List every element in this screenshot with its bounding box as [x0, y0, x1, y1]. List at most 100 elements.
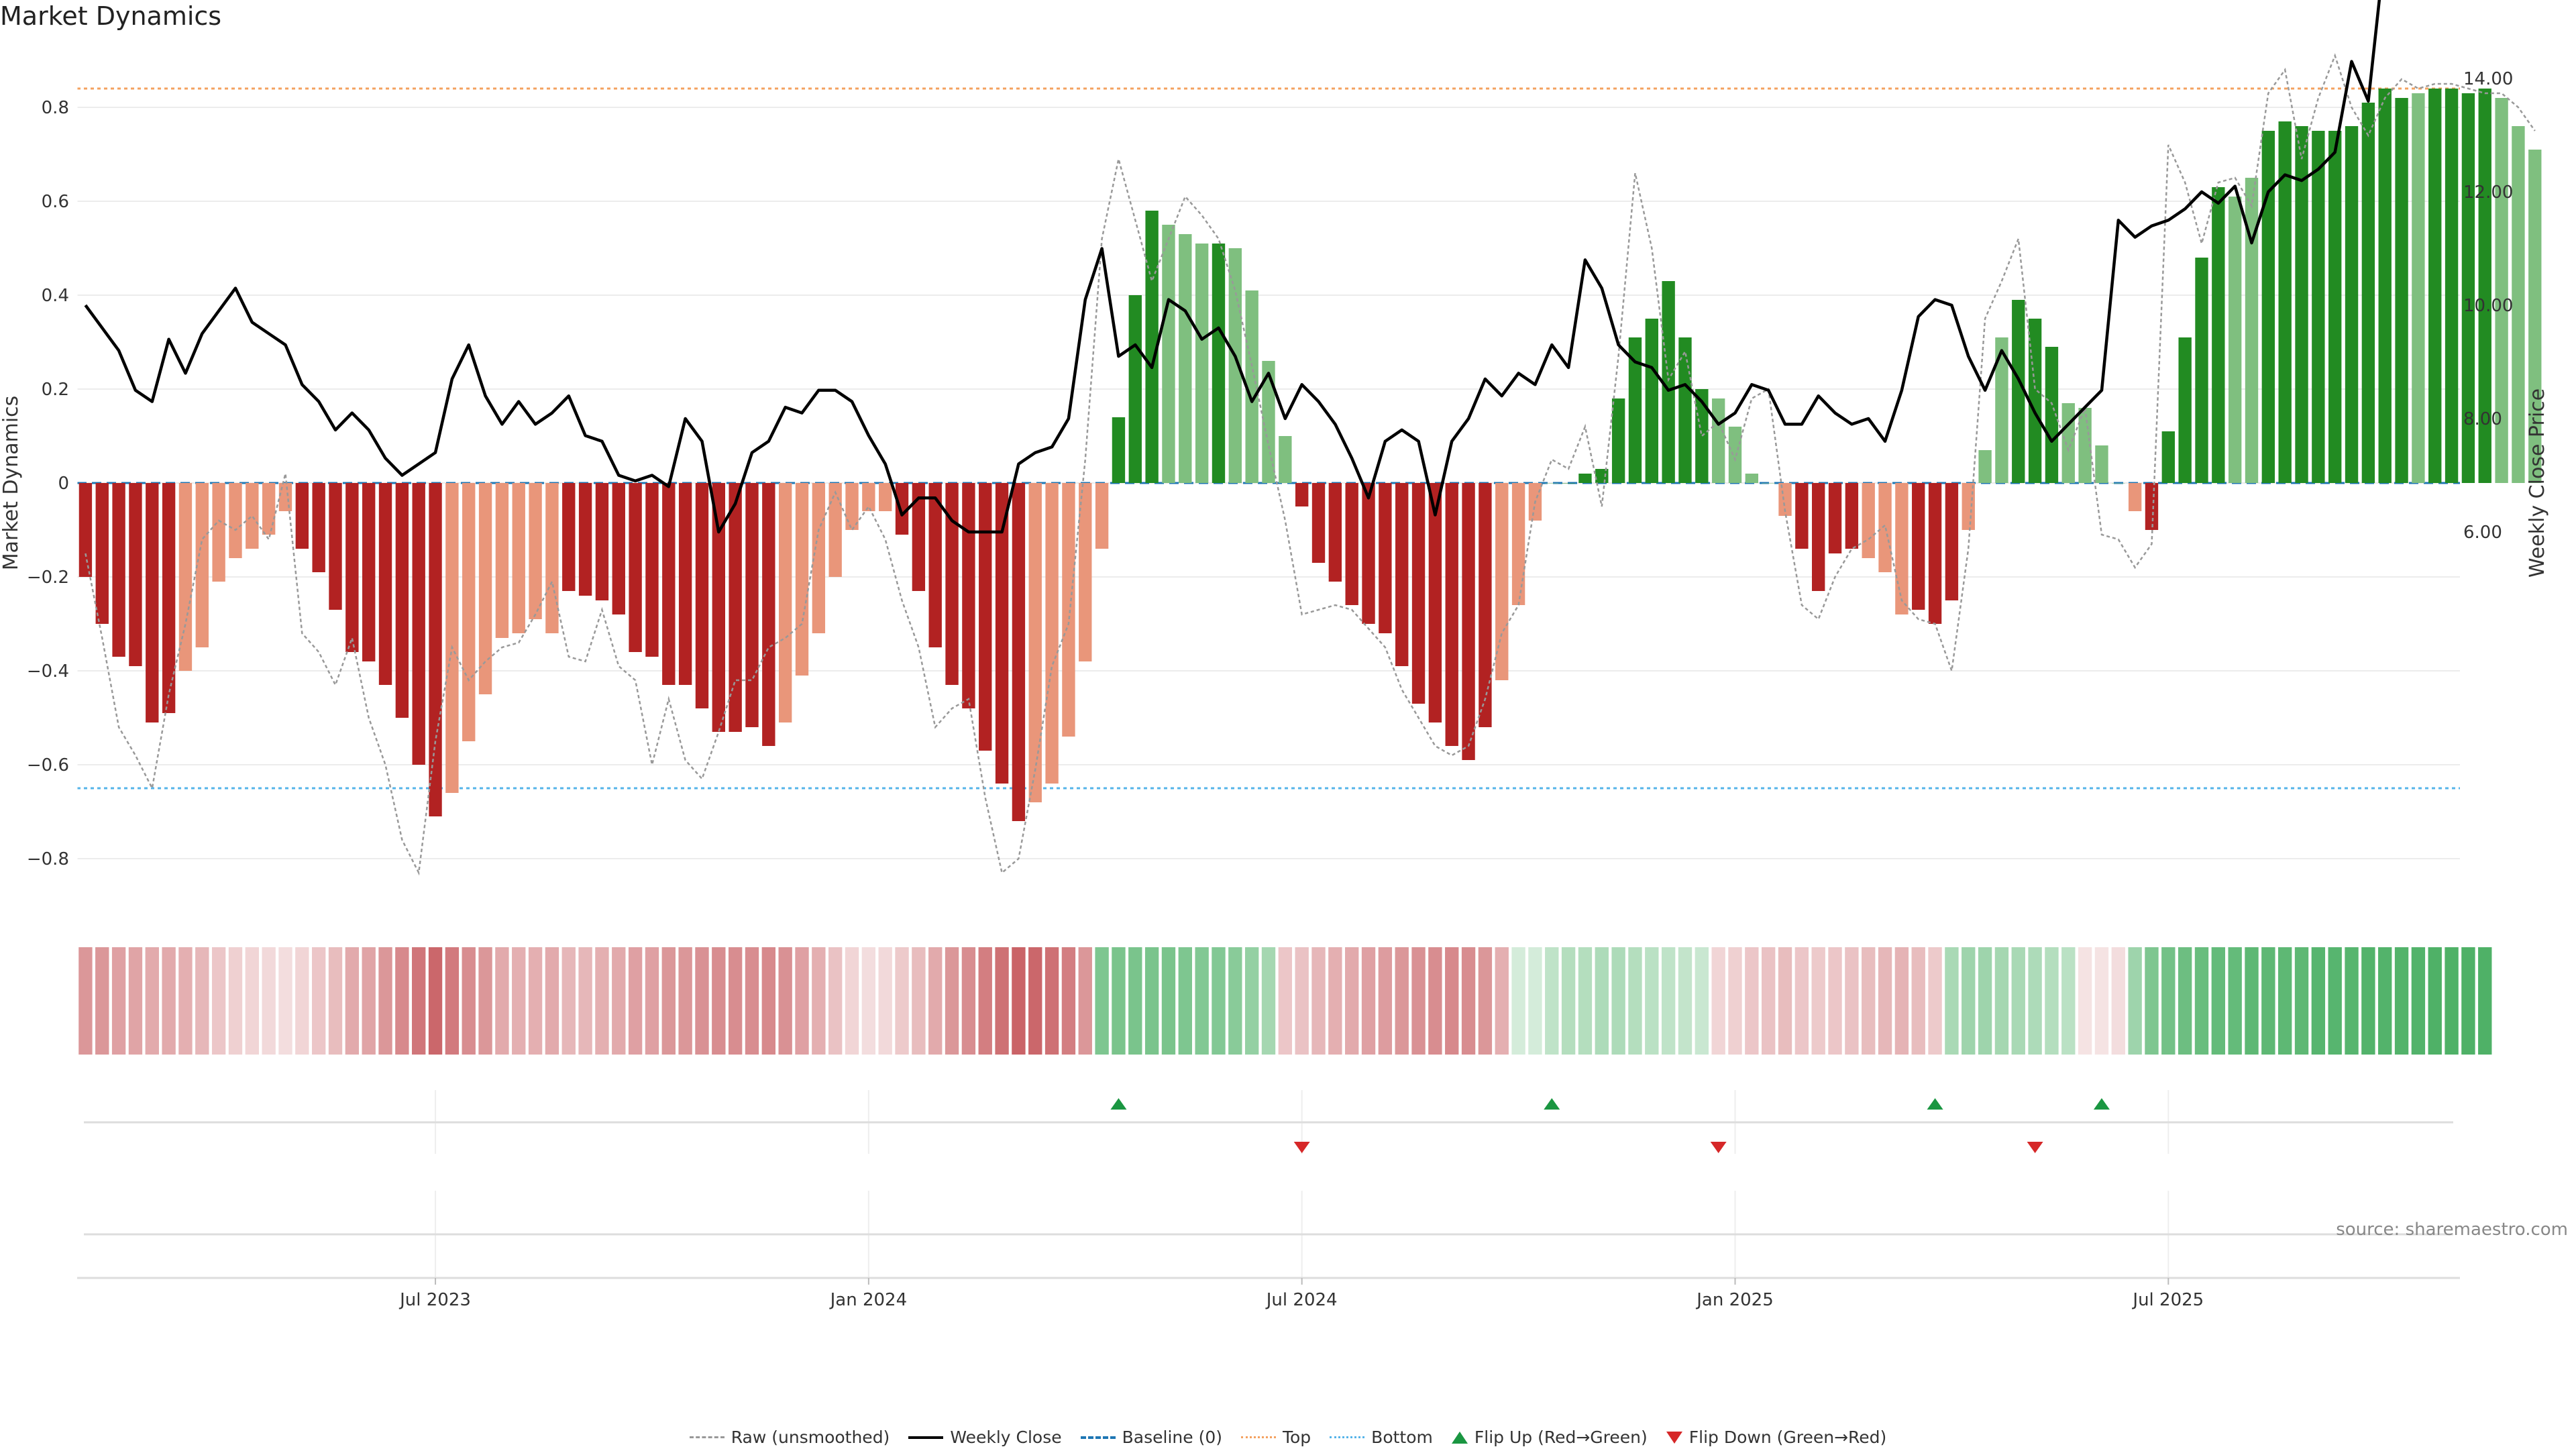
y2-axis-label: Weekly Close Price [2526, 388, 2549, 578]
legend-label: Top [1282, 1428, 1311, 1447]
raw-swatch [689, 1436, 724, 1438]
heatmap-cell [745, 947, 759, 1055]
dynamics-bar [2245, 178, 2259, 483]
heatmap-cell [2111, 947, 2125, 1055]
dynamics-bar [1128, 295, 1142, 483]
legend-item-raw: Raw (unsmoothed) [689, 1428, 890, 1447]
heatmap-cell [178, 947, 193, 1055]
dynamics-bar [1611, 398, 1625, 483]
heatmap-cell [445, 947, 460, 1055]
heatmap-cell [1178, 947, 1192, 1055]
heatmap-cell [2411, 947, 2426, 1055]
heatmap-cell [1545, 947, 1559, 1055]
dynamics-bar [1362, 483, 1375, 624]
heatmap-cell [2128, 947, 2142, 1055]
heatmap-cell [1161, 947, 1176, 1055]
dynamics-bar [2412, 93, 2425, 483]
chart-title: Market Dynamics [0, 1, 222, 31]
dynamics-bar [578, 483, 592, 596]
dynamics-bar [995, 483, 1009, 784]
heatmap-cell [945, 947, 959, 1055]
heatmap-cell [678, 947, 692, 1055]
heatmap-cell [1278, 947, 1293, 1055]
dynamics-bar [1511, 483, 1525, 605]
dynamics-bar [1445, 483, 1458, 746]
dynamics-bar [1162, 225, 1175, 483]
dynamics-bar [2228, 197, 2242, 483]
dynamics-bar [1311, 483, 1326, 563]
dynamics-bar [2345, 126, 2359, 483]
dynamics-bar [1279, 436, 1292, 483]
y2-tick-label: 12.00 [2463, 182, 2513, 203]
legend-item-bottom: Bottom [1330, 1428, 1433, 1447]
heatmap-cell [145, 947, 159, 1055]
heatmap-cell [1878, 947, 1892, 1055]
flip-down-marker [1710, 1142, 1727, 1153]
flip-down-marker [2027, 1142, 2043, 1153]
dynamics-bar [2478, 89, 2491, 483]
heatmap-cell [878, 947, 892, 1055]
y-tick-label: −0.2 [27, 568, 69, 588]
dynamics-bar [745, 483, 759, 727]
dynamics-bar [979, 483, 992, 751]
heatmap-cell [512, 947, 526, 1055]
heatmap-cell [1411, 947, 1426, 1055]
price-swatch [908, 1436, 944, 1439]
dynamics-bar [1828, 483, 1842, 553]
heatmap-cell [2428, 947, 2442, 1055]
heatmap-cell [1778, 947, 1792, 1055]
heatmap-cell [1578, 947, 1593, 1055]
heatmap-cell [378, 947, 392, 1055]
flip-up-marker [1110, 1098, 1127, 1110]
y-tick-label: 0 [58, 474, 69, 494]
dynamics-bar [1812, 483, 1825, 591]
dynamics-bar [1195, 244, 1209, 483]
heatmap-cell [795, 947, 809, 1055]
dynamics-bar [1028, 483, 1042, 802]
heatmap-cell [2245, 947, 2259, 1055]
heatmap-cell [1428, 947, 1442, 1055]
heatmap-cell [1711, 947, 1725, 1055]
heatmap-cell [845, 947, 859, 1055]
heatmap-cell [2394, 947, 2409, 1055]
heatmap-cell [2028, 947, 2042, 1055]
heatmap-cell [1244, 947, 1259, 1055]
y-axis-label: Market Dynamics [0, 396, 23, 571]
source-credit: source: sharemaestro.com [2336, 1220, 2568, 1240]
dynamics-bar [2295, 126, 2308, 483]
heatmap-cell [2361, 947, 2375, 1055]
legend-label: Flip Up (Red→Green) [1474, 1428, 1648, 1447]
heatmap-cell [1012, 947, 1026, 1055]
dynamics-bar [246, 483, 259, 549]
dynamics-bar [2428, 89, 2442, 483]
axes: 0.80.60.40.20−0.2−0.4−0.6−0.820.0018.001… [0, 69, 2549, 869]
dynamics-bar [2495, 98, 2508, 483]
dynamics-bar [278, 483, 292, 511]
dynamics-bar [1978, 450, 1992, 483]
dynamics-bar [895, 483, 909, 535]
heatmap-cell [2045, 947, 2059, 1055]
heatmap-cell [228, 947, 243, 1055]
legend-label: Raw (unsmoothed) [731, 1428, 890, 1447]
dynamics-bar [762, 483, 775, 746]
heatmap-cell [2461, 947, 2475, 1055]
dynamics-bar [1945, 483, 1959, 600]
heatmap-cell [1061, 947, 1076, 1055]
dynamics-bar [1711, 398, 1725, 483]
heatmap-cell [95, 947, 109, 1055]
heatmap-cell [528, 947, 543, 1055]
legend-item-baseline: Baseline (0) [1080, 1428, 1222, 1447]
heatmap-cell [728, 947, 743, 1055]
flip-down-marker [1293, 1142, 1310, 1153]
heatmap-cell [311, 947, 326, 1055]
heatmap-cell [2161, 947, 2176, 1055]
dynamics-bar [2278, 121, 2292, 483]
dynamics-bar [395, 483, 409, 718]
dynamics-bar [212, 483, 225, 582]
dynamics-bar [1495, 483, 1509, 680]
heatmap-cell [1745, 947, 1759, 1055]
dynamics-bar [2045, 347, 2059, 483]
heatmap-cell [295, 947, 309, 1055]
dynamics-bar [629, 483, 642, 652]
dynamics-bar [1895, 483, 1909, 614]
